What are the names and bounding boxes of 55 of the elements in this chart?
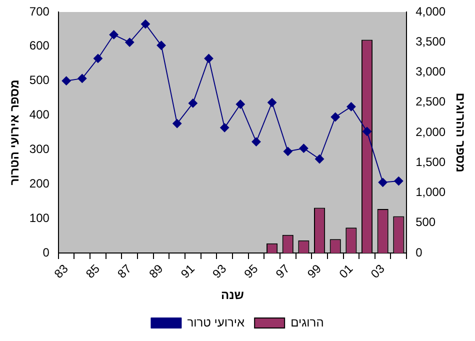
y2-tick-label: 3,500: [416, 34, 446, 48]
y2-tick-label: 1,000: [416, 185, 446, 200]
x-tick-label: 95: [241, 261, 261, 281]
y2-tick-label: 500: [416, 215, 436, 230]
y-tick-label: 100: [29, 210, 50, 225]
point: [140, 20, 150, 29]
y2-tick-label: 2,000: [416, 124, 446, 139]
y-tick-label: 0: [42, 245, 50, 260]
y2-tick-label: 0: [416, 245, 423, 260]
point: [220, 123, 230, 132]
x-tick-label: 83: [51, 261, 72, 281]
point: [78, 74, 87, 83]
point: [172, 119, 182, 128]
y2-axis-title: מספר ההרוגים: [453, 92, 468, 172]
y2-tick-label: 1,500: [416, 154, 446, 169]
y-tick-label: 600: [29, 38, 50, 53]
x-tick-label: 87: [114, 261, 134, 281]
point: [394, 176, 404, 186]
y2-tick-label: 3,000: [416, 64, 446, 79]
point: [156, 40, 166, 50]
point: [188, 98, 198, 108]
y-tick-label: 500: [29, 73, 50, 88]
y-tick-label: 300: [29, 142, 50, 156]
point: [378, 178, 388, 187]
y-axis-title: מספר אירועי הטרור: [8, 80, 22, 186]
x-tick-label: 97: [273, 261, 293, 281]
x-axis-title: שנה: [221, 288, 244, 302]
legend-label: הרוגים: [290, 315, 324, 330]
x-tick-label: 89: [146, 261, 166, 281]
x-tick-label: 85: [83, 261, 103, 281]
y2-tick-label: 2,500: [416, 94, 446, 109]
y-tick-label: 700: [29, 4, 50, 18]
point: [283, 146, 292, 156]
point: [315, 154, 324, 164]
point: [346, 102, 356, 112]
point: [236, 100, 245, 109]
point: [109, 30, 118, 40]
point: [204, 54, 214, 63]
y2-tick-label: 4,000: [416, 4, 446, 18]
point: [125, 38, 134, 47]
point: [62, 76, 71, 86]
point: [252, 137, 261, 146]
y-tick-label: 400: [29, 108, 50, 122]
y-tick-label: 200: [29, 176, 50, 190]
point: [93, 54, 102, 63]
point: [330, 112, 340, 122]
point: [268, 98, 277, 108]
x-tick-label: 01: [336, 261, 356, 281]
x-tick-label: 99: [304, 261, 324, 281]
legend-label: אירועי טרור: [187, 315, 246, 330]
x-tick-label: 03: [368, 261, 388, 281]
point: [299, 144, 308, 153]
x-tick-label: 91: [178, 261, 198, 281]
x-tick-label: 93: [210, 261, 230, 281]
point: [362, 126, 372, 136]
